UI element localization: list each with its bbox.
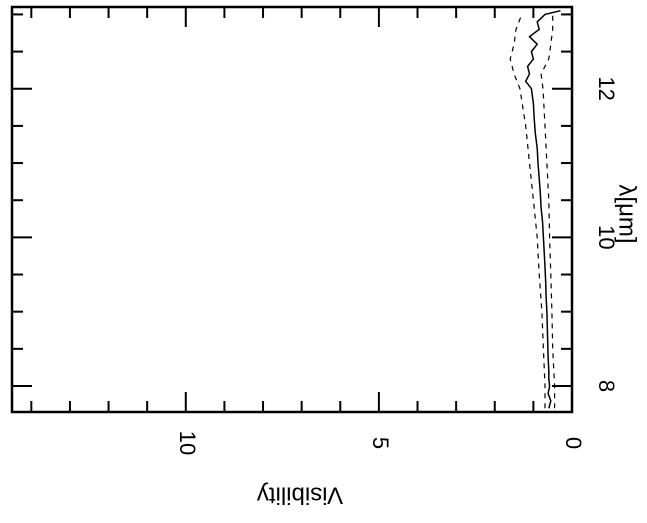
ticks-layer bbox=[12, 7, 573, 412]
series-lower-error bbox=[540, 14, 556, 409]
x-tick-label: 8 bbox=[594, 380, 619, 392]
x-tick-label: 12 bbox=[594, 76, 619, 100]
x-tick-label: 10 bbox=[594, 225, 619, 249]
y-tick-label: 5 bbox=[368, 437, 393, 449]
y-tick-label: 10 bbox=[175, 431, 200, 455]
series-layer bbox=[509, 9, 561, 409]
y-tick-label: 0 bbox=[561, 437, 586, 449]
series-measurement bbox=[524, 9, 561, 409]
series-upper-error bbox=[509, 14, 546, 409]
plot-frame bbox=[10, 5, 574, 414]
x-axis-label: λ[μm] bbox=[614, 184, 641, 243]
y-axis-label: Visibility bbox=[257, 482, 343, 509]
